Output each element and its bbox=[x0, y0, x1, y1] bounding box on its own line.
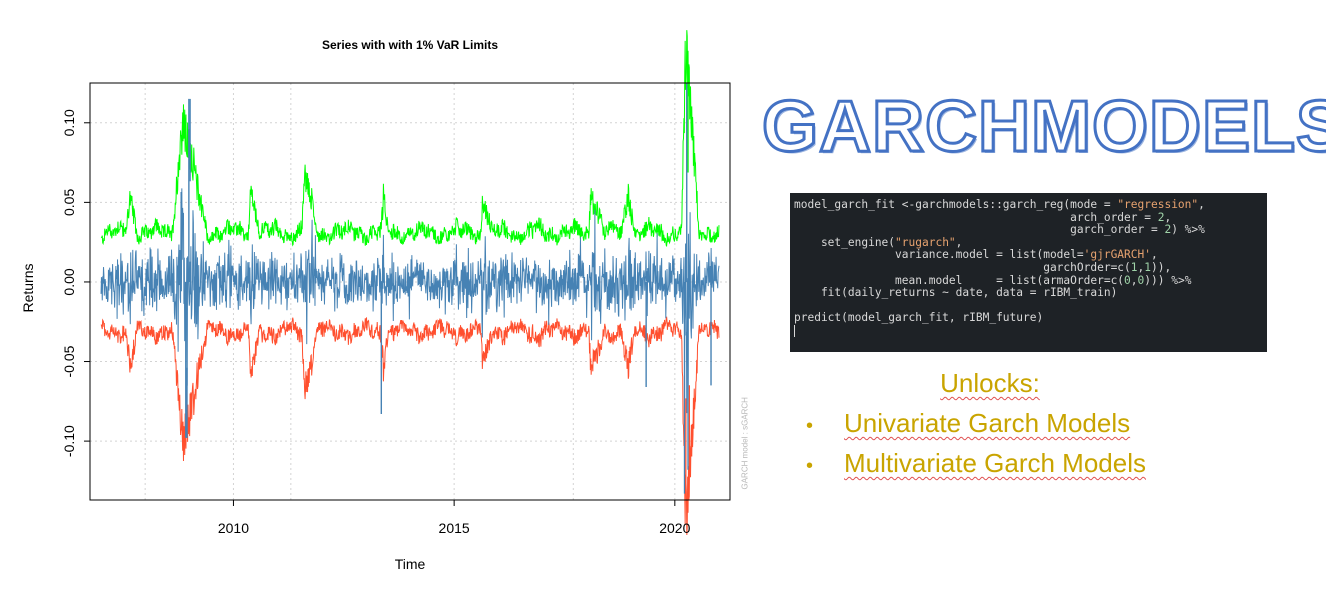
text-cursor bbox=[794, 324, 795, 337]
unlock-item-univariate: Univariate Garch Models bbox=[844, 408, 1131, 438]
y-tick-label: 0.10 bbox=[61, 109, 77, 136]
chart-title: Series with with 1% VaR Limits bbox=[321, 38, 499, 52]
unlocks-heading: Unlocks: bbox=[940, 368, 1040, 398]
upper-var-line bbox=[100, 30, 720, 248]
y-tick-label: 0.05 bbox=[61, 189, 77, 216]
y-tick-label: -0.05 bbox=[61, 345, 77, 377]
code-snippet: model_garch_fit <-garchmodels::garch_reg… bbox=[790, 193, 1267, 352]
x-tick-label: 2015 bbox=[439, 520, 470, 536]
bullet-icon: • bbox=[806, 455, 814, 477]
returns-line bbox=[100, 188, 720, 414]
var-limits-chart: 2010 2015 2020 -0.10 -0.05 0.00 0.05 0.10 bbox=[61, 30, 731, 536]
x-axis-label: Time bbox=[394, 556, 426, 572]
lower-var-line bbox=[100, 316, 720, 535]
model-watermark: GARCH model : sGARCH bbox=[740, 397, 750, 490]
code-text: model_garch_fit <-garchmodels::garch_reg… bbox=[794, 198, 1263, 338]
x-tick-label: 2020 bbox=[659, 520, 690, 536]
list-item: • Univariate Garch Models bbox=[806, 405, 1146, 445]
y-tick-label: -0.10 bbox=[61, 425, 77, 457]
unlocks-list: • Univariate Garch Models • Multivariate G… bbox=[806, 405, 1146, 485]
list-item: • Multivariate Garch Models bbox=[806, 445, 1146, 485]
y-axis-label: Returns bbox=[20, 263, 36, 313]
plot-frame bbox=[89, 82, 731, 501]
y-tick-label: 0.00 bbox=[61, 268, 77, 295]
brand-title: GARCHMODELS bbox=[761, 86, 1326, 169]
x-tick-label: 2010 bbox=[218, 520, 249, 536]
unlock-item-multivariate: Multivariate Garch Models bbox=[844, 448, 1146, 478]
bullet-icon: • bbox=[806, 415, 814, 437]
